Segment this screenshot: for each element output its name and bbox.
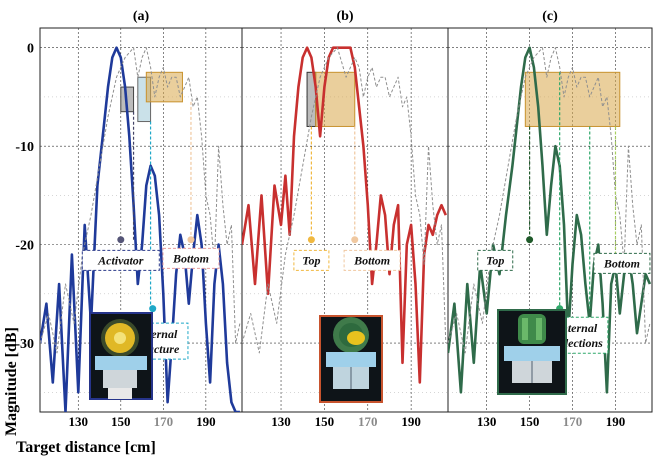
x-tick-label: 150 xyxy=(315,414,335,429)
annotation-label-box xyxy=(593,252,651,274)
reference-series-line xyxy=(242,47,447,354)
annotation-label-box xyxy=(293,249,330,271)
annotation-label-box xyxy=(162,247,220,269)
x-tick-label: 130 xyxy=(271,414,291,429)
y-tick-labels: 0 -10 -20 -30 xyxy=(15,42,34,352)
annotation: Top xyxy=(293,236,330,271)
annotation-dot xyxy=(117,236,125,244)
annotation-label: Top xyxy=(302,253,320,267)
x-tick-label: 190 xyxy=(196,414,216,429)
annotation-label: Activator xyxy=(97,253,144,267)
highlight-box xyxy=(524,71,621,127)
x-tick-label: 170 xyxy=(154,414,174,429)
inset-photo-a xyxy=(89,312,153,400)
annotation-label: Top xyxy=(486,253,504,267)
x-tick-label: 150 xyxy=(520,414,540,429)
x-tick-label: 150 xyxy=(111,414,131,429)
reference-series-line xyxy=(448,47,651,354)
x-tick-label: 190 xyxy=(401,414,421,429)
annotation-dot xyxy=(149,305,157,313)
annotation: Activator xyxy=(81,236,160,271)
inset-photo-b xyxy=(319,315,383,403)
annotation-dot xyxy=(526,236,534,244)
x-tick-label: 190 xyxy=(606,414,626,429)
y-axis-label: Magnitude [dB] xyxy=(3,327,20,436)
y-tick-label: -30 xyxy=(15,337,34,352)
x-tick-label: 130 xyxy=(69,414,89,429)
panel-plot-area xyxy=(40,46,241,412)
y-tick-label: 0 xyxy=(27,42,34,57)
x-tick-label: 130 xyxy=(477,414,497,429)
y-tick-label: -20 xyxy=(15,239,34,254)
x-axis-label: Target distance [cm] xyxy=(16,439,156,456)
panel-plot-area xyxy=(448,46,652,394)
annotation: Bottom xyxy=(162,236,220,269)
panel-plot-area xyxy=(242,46,447,384)
inset-photo-c xyxy=(497,309,567,395)
annotation-label: Bottom xyxy=(603,256,640,270)
annotation: Bottom xyxy=(343,236,401,271)
x-tick-label: 170 xyxy=(563,414,583,429)
annotation-dot xyxy=(307,236,315,244)
panel-title: (b) xyxy=(336,9,353,24)
measured-series-line xyxy=(40,46,240,412)
annotation-label: Bottom xyxy=(172,251,209,265)
annotation-label-box xyxy=(343,249,401,271)
annotation-dot xyxy=(187,236,195,244)
annotation-label-box xyxy=(81,249,160,271)
annotation: Top xyxy=(477,236,534,271)
annotation-label-box xyxy=(477,249,514,271)
panel-title: (a) xyxy=(133,9,150,24)
annotation: Bottom xyxy=(593,252,651,274)
x-tick-label: 170 xyxy=(358,414,378,429)
annotation-label: Bottom xyxy=(353,253,390,267)
measured-series-line xyxy=(242,46,447,384)
panel-title: (c) xyxy=(542,9,558,24)
annotation-dot xyxy=(351,236,359,244)
y-tick-label: -10 xyxy=(15,140,34,155)
